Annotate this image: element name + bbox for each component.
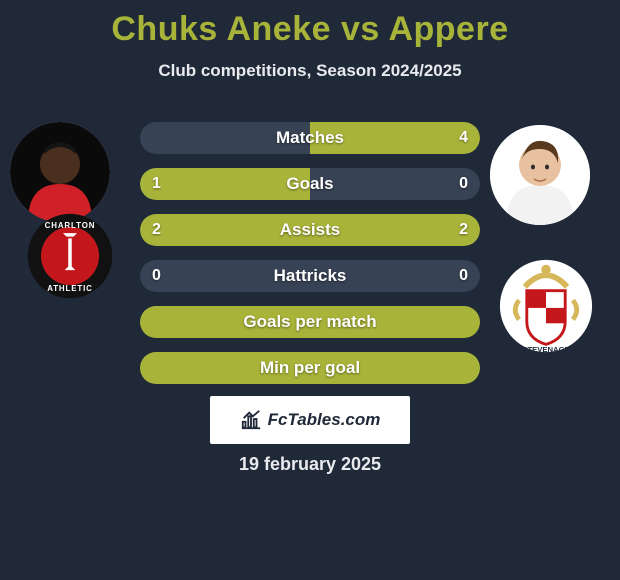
club-left-badge: CHARLTON ATHLETIC — [26, 212, 114, 300]
stat-label: Matches — [140, 122, 480, 154]
stat-bars: Matches4Goals10Assists22Hattricks00Goals… — [140, 122, 480, 398]
stat-row: Goals1 0 — [140, 168, 480, 200]
stat-row: Min per goal — [140, 352, 480, 384]
stat-row: Matches4 — [140, 122, 480, 154]
stat-row: Goals per match — [140, 306, 480, 338]
stat-row: Hattricks0 0 — [140, 260, 480, 292]
stat-label: Min per goal — [140, 352, 480, 384]
page-title: Chuks Aneke vs Appere — [0, 0, 620, 49]
stat-value-right: 0 — [459, 260, 468, 292]
stat-row: Assists2 2 — [140, 214, 480, 246]
player-left-avatar — [10, 122, 110, 222]
stat-label: Assists — [140, 214, 480, 246]
stat-value-left: 2 — [152, 214, 161, 246]
club-right-badge-icon: STEVENAGE — [498, 258, 594, 354]
club-left-badge-icon: CHARLTON ATHLETIC — [26, 212, 114, 300]
stat-value-right: 2 — [459, 214, 468, 246]
stat-value-right: 4 — [459, 122, 468, 154]
subtitle: Club competitions, Season 2024/2025 — [0, 61, 620, 81]
player-left-avatar-icon — [10, 122, 110, 222]
svg-text:ATHLETIC: ATHLETIC — [47, 284, 93, 293]
source-badge: FcTables.com — [210, 396, 410, 444]
source-badge-label: FcTables.com — [268, 410, 381, 430]
stat-value-right: 0 — [459, 168, 468, 200]
svg-text:STEVENAGE: STEVENAGE — [522, 345, 569, 354]
chart-icon — [240, 409, 262, 431]
stat-value-left: 1 — [152, 168, 161, 200]
player-right-avatar — [490, 125, 590, 225]
club-right-badge: STEVENAGE — [498, 258, 594, 354]
stat-label: Hattricks — [140, 260, 480, 292]
stat-label: Goals — [140, 168, 480, 200]
stat-value-left: 0 — [152, 260, 161, 292]
date-label: 19 february 2025 — [0, 454, 620, 475]
svg-text:CHARLTON: CHARLTON — [45, 221, 96, 230]
stat-label: Goals per match — [140, 306, 480, 338]
player-right-avatar-icon — [490, 125, 590, 225]
